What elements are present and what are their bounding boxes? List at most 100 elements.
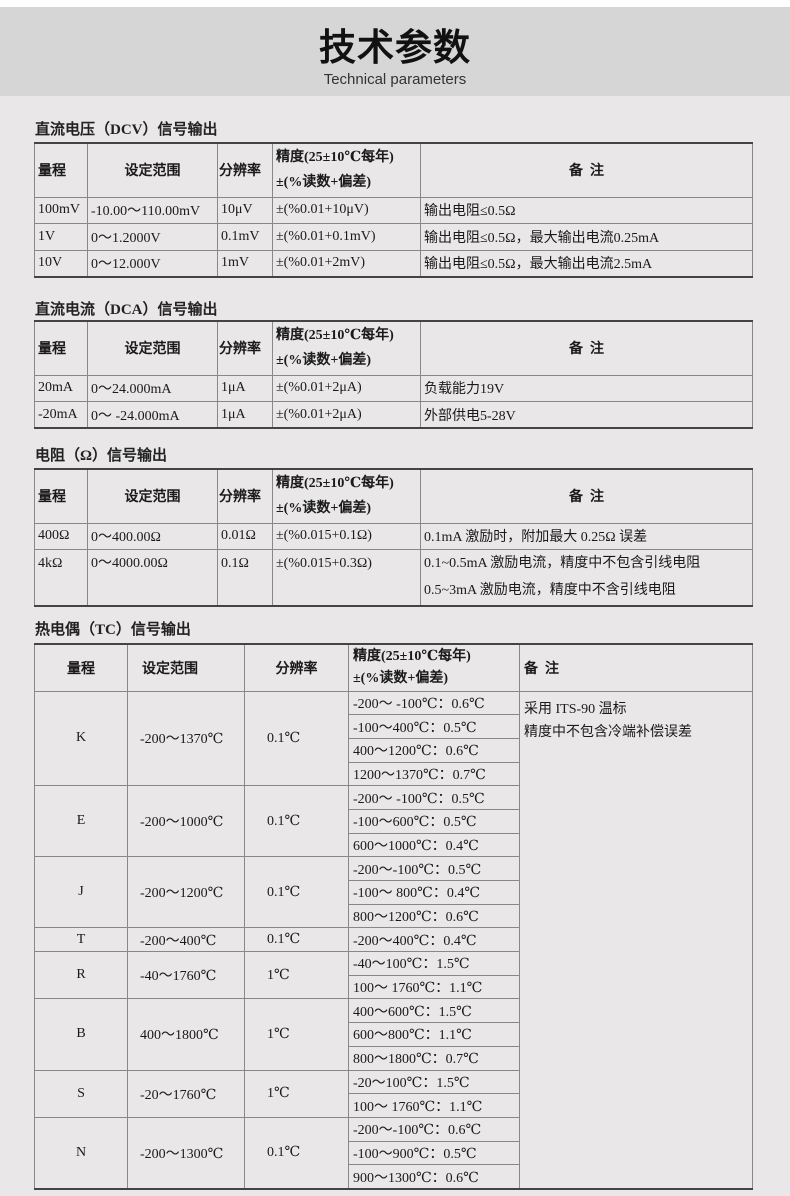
cell-resolution: 0.1℃ [244,785,349,858]
cell-set-range: -200～1000℃ [127,785,245,858]
top-strip [0,0,790,7]
cell-resolution: 1μA [217,401,273,429]
cell-remarks: 输出电阻≤0.5Ω [420,196,753,224]
dca-section-title: 直流电流（DCA）信号输出 [35,302,218,318]
cell-range: 20mA [34,374,88,402]
cell-accuracy: 400～1200℃：0.6℃ [348,737,520,763]
cell-accuracy: ±(%0.01+10μV) [272,196,421,224]
cell-accuracy: -100～600℃：0.5℃ [348,808,520,834]
header-range: 量程 [34,643,128,692]
page-header: 技术参数 Technical parameters [0,7,790,96]
header-row: 量程 设定范围 分辨率 精度(25±10℃每年) ±(%读数+偏差) 备 注 [34,320,753,376]
dcv-table: 量程 设定范围 分辨率 精度(25±10℃每年) ±(%读数+偏差) 备 注 100mV -1… [34,142,753,278]
table-row: 100～ 1760℃：1.1℃ [35,1093,753,1118]
cell-accuracy: -100～ 800℃：0.4℃ [348,880,520,905]
header-resolution: 分辨率 [244,643,349,692]
cell-set-range: -200～1200℃ [127,856,245,929]
table-row: B 400～1800℃ 1℃ 400～600℃：1.5℃ [34,998,753,1071]
cell-accuracy: ±(%0.01+2μA) [272,401,421,429]
header-set-range: 设定范围 [87,142,218,198]
header-set-range: 设定范围 [127,643,245,692]
cell-accuracy: ±(%0.015+0.1Ω) [272,522,421,550]
cell-accuracy: -40～100℃：1.5℃ [348,951,520,976]
table-row: 20mA 0～24.000mA 1μA ±(%0.01+2μA) 负载能力19V [34,374,753,402]
cell-type: T [34,927,128,953]
cell-remarks: 外部供电5-28V [420,401,753,429]
ohm-table: 量程 设定范围 分辨率 精度(25±10℃每年) ±(%读数+偏差) 备 注 400Ω 0～4… [34,468,753,607]
cell-set-range: 0～24.000mA [87,374,218,402]
table-row: T -200～400℃ 0.1℃ -200～400℃：0.4℃ [34,927,753,953]
cell-accuracy: -200～-100℃：0.5℃ [348,856,520,881]
cell-remarks: 输出电阻≤0.5Ω，最大输出电流0.25mA [420,223,753,251]
cell-resolution: 1μA [217,374,273,402]
cell-range: -20mA [34,401,88,429]
header-accuracy: 精度(25±10℃每年) ±(%读数+偏差) [272,468,421,524]
header-set-range: 设定范围 [87,468,218,524]
cell-accuracy: 600～800℃：1.1℃ [348,1022,520,1047]
cell-accuracy: -200～ -100℃：0.5℃ [348,785,520,810]
cell-remarks: 负载能力19V [420,374,753,402]
cell-type: J [34,856,128,929]
table-row: -100～900℃：0.5℃ [35,1140,753,1166]
cell-accuracy: 900～1300℃：0.6℃ [348,1164,520,1190]
table-row: 400～1200℃：0.6℃ [35,737,753,763]
cell-set-range: 0～1.2000V [87,223,218,251]
table-row: -100～600℃：0.5℃ [35,808,753,834]
accuracy-header-line2: ±(%读数+偏差) [276,501,371,517]
cell-resolution: 10μV [217,196,273,224]
cell-accuracy: 600～1000℃：0.4℃ [348,832,520,858]
table-row: K -200～1370℃ 0.1℃ -200～ -100℃：0.6℃ 采用 ITS-90… [34,690,753,1190]
table-row: 800～1200℃：0.6℃ [35,903,753,929]
cell-accuracy: 100～ 1760℃：1.1℃ [348,1093,520,1118]
table-row: 100～ 1760℃：1.1℃ [35,974,753,1000]
remark-line: 精度中不包含冷端补偿误差 [524,724,692,740]
table-row: 1V 0～1.2000V 0.1mV ±(%0.01+0.1mV) 输出电阻≤0.5Ω，… [34,223,753,251]
cell-resolution: 0.01Ω [217,522,273,550]
cell-resolution: 1℃ [244,1069,349,1118]
header-row: 量程 设定范围 分辨率 精度(25±10℃每年) ±(%读数+偏差) 备 注 [34,468,753,524]
table-row: R -40～1760℃ 1℃ -40～100℃：1.5℃ [34,951,753,1000]
cell-accuracy: 100～ 1760℃：1.1℃ [348,974,520,1000]
table-row: 600～800℃：1.1℃ [35,1022,753,1047]
cell-accuracy: -200～ -100℃：0.6℃ [348,690,520,716]
page-subtitle: Technical parameters [323,71,467,88]
cell-accuracy: 800～1200℃：0.6℃ [348,903,520,929]
header-accuracy: 精度(25±10℃每年) ±(%读数+偏差) [272,142,421,198]
accuracy-header-line2: ±(%读数+偏差) [276,353,371,369]
cell-resolution: 0.1℃ [244,927,349,953]
cell-type: E [34,785,128,858]
cell-accuracy: 800～1800℃：0.7℃ [348,1045,520,1071]
header-remarks: 备 注 [420,142,753,198]
cell-accuracy: -20～100℃：1.5℃ [348,1069,520,1095]
cell-type: B [34,998,128,1071]
cell-remarks: 采用 ITS-90 温标精度中不包含冷端补偿误差 [519,690,753,1190]
cell-set-range: -200～400℃ [127,927,245,953]
cell-set-range: 400～1800℃ [127,998,245,1071]
table-row: -20mA 0～ -24.000mA 1μA ±(%0.01+2μA) 外部供电5-28… [34,401,753,429]
cell-type: K [34,690,128,787]
table-row: 800～1800℃：0.7℃ [35,1045,753,1071]
dcv-section-title: 直流电压（DCV）信号输出 [35,122,218,138]
cell-accuracy: -200～-100℃：0.6℃ [348,1116,520,1142]
header-remarks: 备 注 [420,320,753,376]
remark-line: 采用 ITS-90 温标 [524,701,627,717]
cell-set-range: -10.00～110.00mV [87,196,218,224]
accuracy-header-line2: ±(%读数+偏差) [353,670,448,686]
cell-resolution: 0.1mV [217,223,273,251]
accuracy-header-line1: 精度(25±10℃每年) [353,648,471,664]
header-remarks: 备 注 [420,468,753,524]
cell-range: 10V [34,249,88,277]
cell-accuracy: -100～400℃：0.5℃ [348,714,520,739]
cell-accuracy: -200～400℃：0.4℃ [348,927,520,953]
header-range: 量程 [34,468,88,524]
accuracy-header-line1: 精度(25±10℃每年) [276,328,394,344]
cell-resolution: 0.1℃ [244,690,349,787]
page-title: 技术参数 [319,26,471,69]
dca-table: 量程 设定范围 分辨率 精度(25±10℃每年) ±(%读数+偏差) 备 注 20mA 0～2… [34,320,753,429]
cell-set-range: -200～1300℃ [127,1116,245,1190]
table-row: S -20～1760℃ 1℃ -20～100℃：1.5℃ [34,1069,753,1118]
table-row: 10V 0～12.000V 1mV ±(%0.01+2mV) 输出电阻≤0.5Ω，最大输… [34,249,753,277]
header-range: 量程 [34,320,88,376]
cell-set-range: -40～1760℃ [127,951,245,1000]
cell-accuracy: ±(%0.01+2mV) [272,249,421,277]
